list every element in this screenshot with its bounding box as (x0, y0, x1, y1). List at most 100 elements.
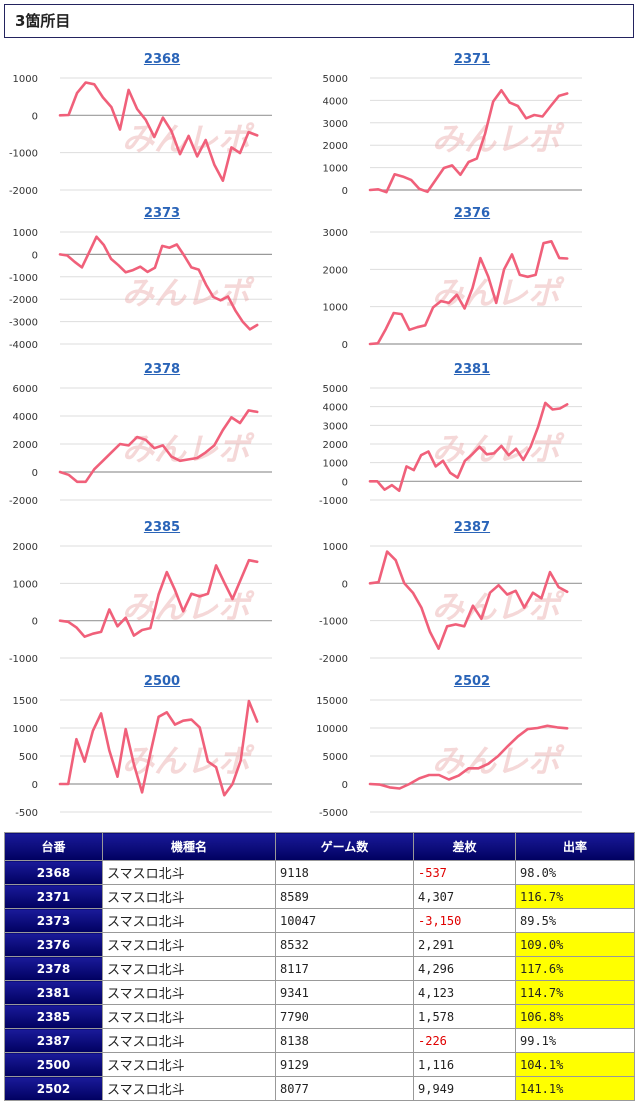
chart-svg: -1000 0 1000 2000 みんレポ (9, 542, 272, 665)
series-line (368, 401, 569, 492)
y-tick-label: -2000 (319, 654, 348, 665)
diff-cell: 1,116 (413, 1052, 516, 1077)
table-row: 2502 スマスロ北斗 8077 9,949 141.1% (4, 1076, 635, 1101)
y-tick-label: -2000 (9, 295, 38, 306)
y-tick-label: 10000 (316, 724, 348, 735)
col-machine-number: 台番 (4, 832, 103, 861)
y-tick-label: 4000 (323, 96, 348, 107)
machine-number-cell: 2502 (4, 1076, 103, 1101)
machine-number-cell: 2387 (4, 1028, 103, 1053)
diff-cell: 4,307 (413, 884, 516, 909)
chart-2502: 2502 -5000 0 5000 10000 15000 みんレポ (316, 674, 622, 834)
machine-number-cell: 2368 (4, 860, 103, 885)
watermark-logo: みんレポ (432, 742, 565, 780)
watermark-logo: みんレポ (432, 588, 565, 626)
chart-title-link[interactable]: 2500 (143, 674, 181, 689)
series-line (368, 724, 569, 790)
diff-cell: 4,296 (413, 956, 516, 981)
table-row: 2381 スマスロ北斗 9341 4,123 114.7% (4, 980, 635, 1005)
chart-title-link[interactable]: 2387 (453, 520, 491, 535)
machine-number-cell: 2371 (4, 884, 103, 909)
chart-title-link[interactable]: 2502 (453, 674, 491, 689)
chart-svg: -500 0 500 1000 1500 みんレポ (13, 696, 272, 819)
chart-2378: 2378 -2000 0 2000 4000 6000 みんレポ (9, 362, 312, 522)
rate-cell: 114.7% (515, 980, 635, 1005)
y-tick-label: 1000 (323, 303, 348, 314)
series-line (58, 81, 259, 182)
diff-cell: 4,123 (413, 980, 516, 1005)
series-line (368, 239, 569, 346)
games-cell: 7790 (275, 1004, 414, 1029)
machine-name-cell: スマスロ北斗 (102, 1004, 276, 1029)
games-cell: 8117 (275, 956, 414, 981)
rate-cell: 106.8% (515, 1004, 635, 1029)
games-cell: 8138 (275, 1028, 414, 1053)
chart-2387: 2387 -2000 -1000 0 1000 みんレポ (319, 520, 622, 680)
machine-name-cell: スマスロ北斗 (102, 908, 276, 933)
y-tick-label: -1000 (9, 273, 38, 284)
chart-title-link[interactable]: 2378 (143, 362, 181, 377)
table-row: 2373 スマスロ北斗 10047 -3,150 89.5% (4, 908, 635, 933)
y-tick-label: -1000 (319, 496, 348, 507)
watermark-logo: みんレポ (122, 430, 255, 468)
y-tick-label: 5000 (323, 74, 348, 85)
chart-svg: 0 1000 2000 3000 4000 5000 みんレポ (323, 74, 582, 197)
chart-title-link[interactable]: 2373 (143, 206, 181, 221)
chart-2385: 2385 -1000 0 1000 2000 みんレポ (9, 520, 312, 680)
y-tick-label: 5000 (323, 384, 348, 395)
y-tick-label: -2000 (9, 186, 38, 197)
rate-cell: 141.1% (515, 1076, 635, 1101)
diff-cell: 2,291 (413, 932, 516, 957)
chart-title-link[interactable]: 2371 (453, 52, 491, 67)
chart-2381: 2381 -1000 0 1000 2000 3000 4000 5000 みんレポ (319, 362, 622, 522)
y-tick-label: 0 (342, 186, 348, 197)
diff-cell: 9,949 (413, 1076, 516, 1101)
y-tick-label: -1000 (9, 149, 38, 160)
series-line (58, 409, 259, 484)
chart-title-link[interactable]: 2368 (143, 52, 181, 67)
machine-number-cell: 2381 (4, 980, 103, 1005)
rate-cell: 104.1% (515, 1052, 635, 1077)
y-tick-label: 0 (342, 780, 348, 791)
chart-2373: 2373 -4000 -3000 -2000 -1000 0 1000 みんレポ (9, 206, 312, 366)
y-tick-label: 0 (32, 617, 38, 628)
rate-cell: 98.0% (515, 860, 635, 885)
machine-number-cell: 2378 (4, 956, 103, 981)
machine-number-cell: 2376 (4, 932, 103, 957)
chart-title-link[interactable]: 2385 (143, 520, 181, 535)
diff-cell: 1,578 (413, 1004, 516, 1029)
y-tick-label: 2000 (13, 440, 38, 451)
chart-2376: 2376 0 1000 2000 3000 みんレポ (322, 206, 622, 366)
games-cell: 9129 (275, 1052, 414, 1077)
table-row: 2376 スマスロ北斗 8532 2,291 109.0% (4, 932, 635, 957)
table-row: 2368 スマスロ北斗 9118 -537 98.0% (4, 860, 635, 885)
y-tick-label: 1000 (13, 579, 38, 590)
chart-title-link[interactable]: 2381 (453, 362, 491, 377)
y-tick-label: 0 (32, 250, 38, 261)
chart-title-link[interactable]: 2376 (453, 206, 491, 221)
y-tick-label: 0 (342, 477, 348, 488)
machine-name-cell: スマスロ北斗 (102, 884, 276, 909)
chart-svg: -5000 0 5000 10000 15000 みんレポ (316, 696, 582, 819)
series-line (368, 550, 569, 650)
machine-name-cell: スマスロ北斗 (102, 1076, 276, 1101)
y-tick-label: -2000 (9, 496, 38, 507)
machine-name-cell: スマスロ北斗 (102, 956, 276, 981)
rate-cell: 116.7% (515, 884, 635, 909)
y-tick-label: 1000 (323, 164, 348, 175)
watermark-logo: みんレポ (122, 588, 255, 626)
y-tick-label: 1000 (323, 542, 348, 553)
games-cell: 8532 (275, 932, 414, 957)
y-tick-label: 2000 (323, 141, 348, 152)
chart-svg: -2000 0 2000 4000 6000 みんレポ (9, 384, 272, 507)
y-tick-label: 0 (32, 780, 38, 791)
y-tick-label: 3000 (323, 119, 348, 130)
section-header: 3箇所目 (4, 4, 634, 38)
y-tick-label: 5000 (323, 752, 348, 763)
games-cell: 9118 (275, 860, 414, 885)
machine-table: 台番 機種名 ゲーム数 差枚 出率 2368 スマスロ北斗 9118 -537 98.0… (4, 832, 635, 1101)
y-tick-label: 4000 (13, 412, 38, 423)
